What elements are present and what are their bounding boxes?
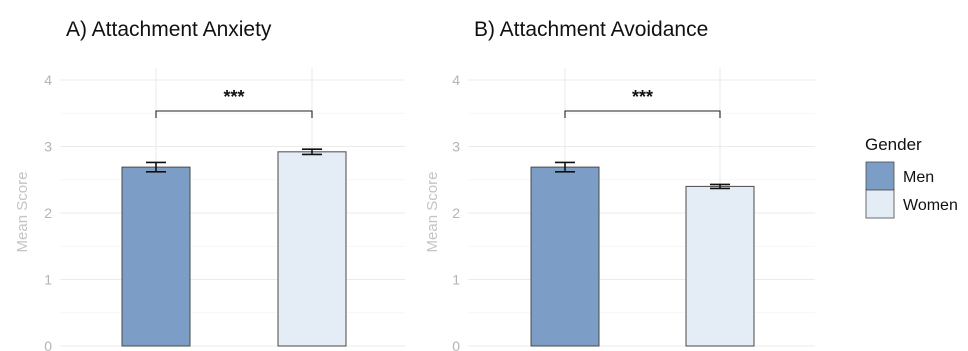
panel-a-y-tick-label: 1 (44, 272, 52, 288)
panel-b-bar-women (685, 185, 755, 347)
panel-a-significance-label: *** (223, 87, 244, 107)
panel-a-significance-bracket (155, 110, 313, 118)
panel-b-error-bar-men (555, 161, 575, 173)
panel-a-bars (121, 148, 347, 347)
panel-b-bar-men (530, 166, 600, 347)
panel-b-gridlines (468, 68, 815, 347)
panel-a-gridlines (60, 68, 405, 347)
panel-b-significance-bracket (564, 110, 721, 118)
panel-b-error-bar-women (710, 183, 730, 190)
panel-a-bar-women (277, 151, 347, 347)
legend-label-women: Women (903, 197, 958, 214)
legend-label-men: Men (903, 169, 934, 186)
panel-b-y-tick-label: 4 (452, 72, 460, 88)
panel-b-bars (530, 161, 755, 347)
panel-a-error-bar-men (146, 161, 166, 173)
panel-a-y-tick-label: 4 (44, 72, 52, 88)
panel-b-y-tick-label: 1 (452, 272, 460, 288)
panel-a-title: A) Attachment Anxiety (66, 18, 272, 41)
panel-b-significance-label: *** (632, 87, 653, 107)
panel-attachment-anxiety: A) Attachment Anxiety Mean Score 0 1 2 3 4 *… (14, 18, 405, 351)
legend-swatch-men (865, 161, 895, 191)
legend-swatch-women (865, 189, 895, 219)
panel-a-y-tick-label: 3 (44, 139, 52, 155)
panel-b-y-tick-label: 2 (452, 205, 460, 221)
panel-b-y-tick-label: 0 (452, 338, 460, 351)
panel-attachment-avoidance: B) Attachment Avoidance Mean Score 0 1 2 3 4… (424, 18, 815, 351)
panel-a-y-ticks: 0 1 2 3 4 (44, 72, 52, 351)
panel-a-error-bar-women (302, 148, 322, 156)
panel-b-y-ticks: 0 1 2 3 4 (452, 72, 460, 351)
panel-b-significance: *** (564, 87, 721, 118)
panel-b-y-axis-label: Mean Score (424, 172, 441, 253)
panel-a-y-tick-label: 2 (44, 205, 52, 221)
panel-b-y-tick-label: 3 (452, 139, 460, 155)
panel-b-title: B) Attachment Avoidance (474, 18, 708, 41)
panel-a-y-axis-label: Mean Score (14, 172, 31, 253)
panel-a-y-tick-label: 0 (44, 338, 52, 351)
panel-a-bar-men (121, 166, 191, 347)
panel-a-significance: *** (155, 87, 313, 118)
legend: Gender Men Women (865, 135, 958, 219)
legend-title: Gender (865, 135, 922, 154)
